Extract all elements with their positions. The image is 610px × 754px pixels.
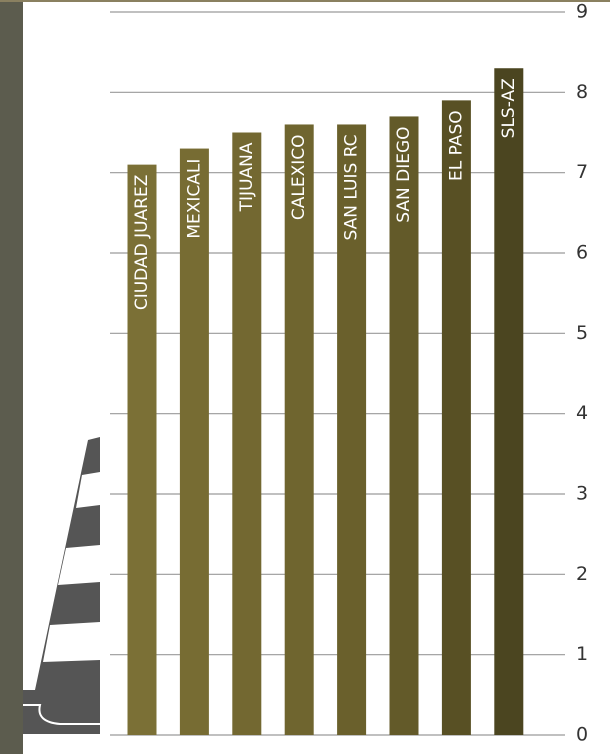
y-tick-label: 2 <box>576 563 588 585</box>
y-tick-label: 5 <box>576 322 588 344</box>
bar <box>337 124 367 735</box>
bar-label: TIJUANA <box>237 142 257 212</box>
traffic-cone <box>23 437 100 734</box>
bar-label: MEXICALI <box>184 159 204 239</box>
top-border <box>0 0 610 2</box>
y-tick-label: 3 <box>576 483 588 505</box>
bar-label: SAN DIEGO <box>394 126 414 222</box>
bar-label: EL PASO <box>446 110 466 181</box>
side-strip <box>0 0 23 754</box>
bar <box>232 132 262 735</box>
bar <box>179 148 209 736</box>
bar-label: SAN LUIS RC <box>342 134 362 240</box>
y-tick-label: 9 <box>576 1 588 23</box>
bar-label: CIUDAD JUAREZ <box>132 175 152 311</box>
y-tick-label: 7 <box>576 161 588 183</box>
bar <box>441 100 471 735</box>
y-tick-label: 0 <box>576 724 588 746</box>
y-tick-label: 4 <box>576 402 588 424</box>
bar <box>494 68 524 735</box>
y-tick-label: 6 <box>576 242 588 264</box>
y-tick-label: 8 <box>576 81 588 103</box>
y-tick-label: 1 <box>576 643 588 665</box>
bar-label: CALEXICO <box>289 134 309 220</box>
bar <box>284 124 314 735</box>
bar <box>127 164 157 736</box>
bar-label: SLS-AZ <box>499 78 519 138</box>
bar <box>389 116 419 735</box>
